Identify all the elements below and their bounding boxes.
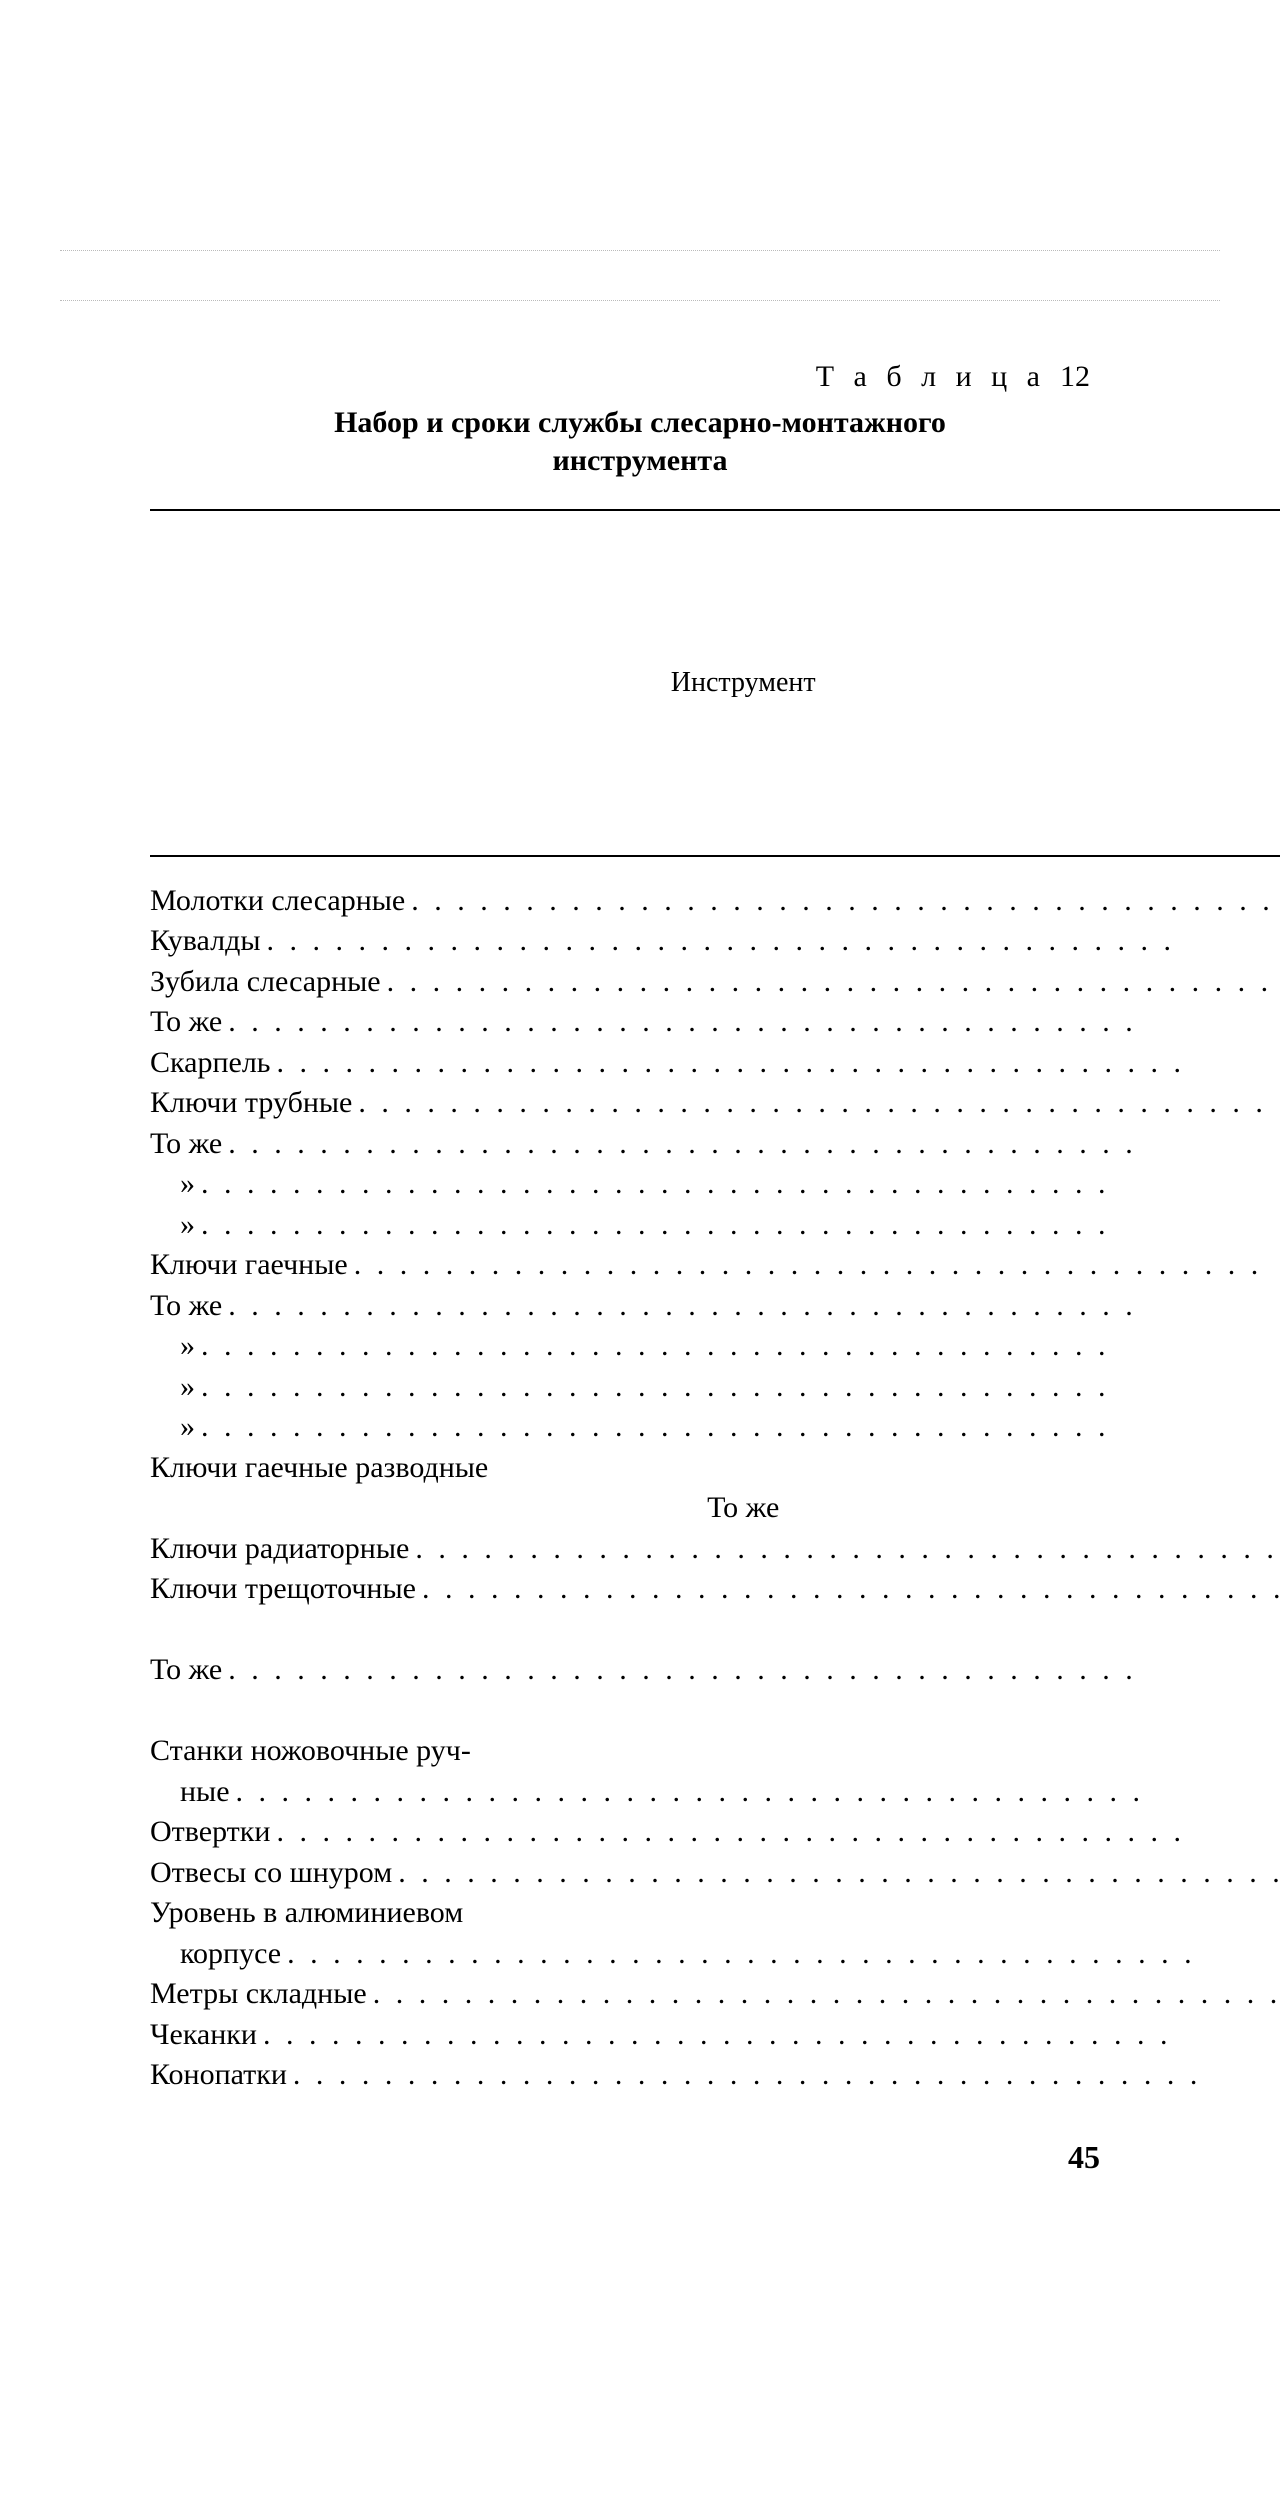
cell-name: Ключи гаечные . . . . . . . . . . . . . … bbox=[150, 1245, 1280, 1286]
table-row: Ключи радиаторные . . . . . . . . . . . … bbox=[150, 1529, 1280, 1570]
table-row: » . . . . . . . . . . . . . . . . . . . … bbox=[150, 1164, 1280, 1205]
table-row: Конопатки . . . . . . . . . . . . . . . … bbox=[150, 2055, 1280, 2096]
table-row: » . . . . . . . . . . . . . . . . . . . … bbox=[150, 1407, 1280, 1448]
table-row: Зубила слесарные . . . . . . . . . . . .… bbox=[150, 962, 1280, 1003]
table-row: ные . . . . . . . . . . . . . . . . . . … bbox=[150, 1772, 1280, 1813]
cell-name: То же . . . . . . . . . . . . . . . . . … bbox=[150, 1124, 1280, 1165]
table-row: Ключи трубные . . . . . . . . . . . . . … bbox=[150, 1083, 1280, 1124]
cell-name: » . . . . . . . . . . . . . . . . . . . … bbox=[150, 1164, 1280, 1205]
cell-name: Чеканки . . . . . . . . . . . . . . . . … bbox=[150, 2015, 1280, 2056]
table-title: Набор и сроки службы слесарно-монтажного… bbox=[150, 404, 1130, 479]
content: Т а б л и ц а 12 Набор и сроки службы сле… bbox=[150, 360, 1130, 2096]
table-row: ×24 мм bbox=[150, 1691, 1280, 1732]
title-line-2: инструмента bbox=[552, 444, 727, 477]
tools-table: Инструмент Техниче- ская ха- рактери- ст… bbox=[150, 509, 1280, 2096]
table-head: Инструмент Техниче- ская ха- рактери- ст… bbox=[150, 510, 1280, 856]
table-body: Молотки слесарные . . . . . . . . . . . … bbox=[150, 856, 1280, 2096]
cell-name: » . . . . . . . . . . . . . . . . . . . … bbox=[150, 1326, 1280, 1367]
table-row: Станки ножовочные руч- bbox=[150, 1731, 1280, 1772]
cell-name: Метры складные . . . . . . . . . . . . .… bbox=[150, 1974, 1280, 2015]
cell-name bbox=[150, 1691, 1280, 1732]
page-number: 45 bbox=[1068, 2139, 1100, 2176]
cell-name: » . . . . . . . . . . . . . . . . . . . … bbox=[150, 1407, 1280, 1448]
table-row: То же . . . . . . . . . . . . . . . . . … bbox=[150, 1124, 1280, 1165]
title-line-1: Набор и сроки службы слесарно-монтажного bbox=[334, 406, 946, 439]
cell-name: Зубила слесарные . . . . . . . . . . . .… bbox=[150, 962, 1280, 1003]
table-row: То же№ 211 bbox=[150, 1488, 1280, 1529]
page: Т а б л и ц а 12 Набор и сроки службы сле… bbox=[0, 0, 1280, 2496]
col-instrument: Инструмент bbox=[150, 510, 1280, 856]
cell-name: корпусе . . . . . . . . . . . . . . . . … bbox=[150, 1934, 1280, 1975]
cell-name: Скарпель . . . . . . . . . . . . . . . .… bbox=[150, 1043, 1280, 1084]
table-row: То же . . . . . . . . . . . . . . . . . … bbox=[150, 1650, 1280, 1691]
cell-name: То же . . . . . . . . . . . . . . . . . … bbox=[150, 1002, 1280, 1043]
cell-name: Молотки слесарные . . . . . . . . . . . … bbox=[150, 881, 1280, 922]
table-row: Ключи гаечные . . . . . . . . . . . . . … bbox=[150, 1245, 1280, 1286]
cell-name: Конопатки . . . . . . . . . . . . . . . … bbox=[150, 2055, 1280, 2096]
table-row: » . . . . . . . . . . . . . . . . . . . … bbox=[150, 1205, 1280, 1246]
table-row: ×18 мм bbox=[150, 1610, 1280, 1651]
table-row: Скарпель . . . . . . . . . . . . . . . .… bbox=[150, 1043, 1280, 1084]
cell-name: Кувалды . . . . . . . . . . . . . . . . … bbox=[150, 921, 1280, 962]
cell-name: Отвертки . . . . . . . . . . . . . . . .… bbox=[150, 1812, 1280, 1853]
table-label: Т а б л и ц а bbox=[816, 360, 1046, 393]
cell-name: Станки ножовочные руч- bbox=[150, 1731, 1280, 1772]
table-row: » . . . . . . . . . . . . . . . . . . . … bbox=[150, 1367, 1280, 1408]
table-row: Ключи гаечные разводные№ 1111 bbox=[150, 1448, 1280, 1489]
spacer-row bbox=[150, 856, 1280, 881]
table-row: » . . . . . . . . . . . . . . . . . . . … bbox=[150, 1326, 1280, 1367]
col-instrument-label: Инструмент bbox=[671, 667, 816, 698]
table-row: корпусе . . . . . . . . . . . . . . . . … bbox=[150, 1934, 1280, 1975]
table-number: 12 bbox=[1060, 360, 1090, 393]
cell-name bbox=[150, 1610, 1280, 1651]
table-row: Метры складные . . . . . . . . . . . . .… bbox=[150, 1974, 1280, 2015]
cell-name: То же . . . . . . . . . . . . . . . . . … bbox=[150, 1650, 1280, 1691]
table-row: Отвертки . . . . . . . . . . . . . . . .… bbox=[150, 1812, 1280, 1853]
table-row: Чеканки . . . . . . . . . . . . . . . . … bbox=[150, 2015, 1280, 2056]
cell-name: » . . . . . . . . . . . . . . . . . . . … bbox=[150, 1367, 1280, 1408]
cell-name: Ключи радиаторные . . . . . . . . . . . … bbox=[150, 1529, 1280, 1570]
table-row: То же . . . . . . . . . . . . . . . . . … bbox=[150, 1286, 1280, 1327]
table-row: Уровень в алюминиевом bbox=[150, 1893, 1280, 1934]
table-row: Кувалды . . . . . . . . . . . . . . . . … bbox=[150, 921, 1280, 962]
cell-name: Уровень в алюминиевом bbox=[150, 1893, 1280, 1934]
table-row: То же . . . . . . . . . . . . . . . . . … bbox=[150, 1002, 1280, 1043]
cell-name: Ключи трубные . . . . . . . . . . . . . … bbox=[150, 1083, 1280, 1124]
cell-name: Ключи гаечные разводные bbox=[150, 1448, 1280, 1489]
table-row: Отвесы со шнуром . . . . . . . . . . . .… bbox=[150, 1853, 1280, 1894]
cell-name: То же . . . . . . . . . . . . . . . . . … bbox=[150, 1286, 1280, 1327]
cell-name: » . . . . . . . . . . . . . . . . . . . … bbox=[150, 1205, 1280, 1246]
cell-name: Ключи трещоточные . . . . . . . . . . . … bbox=[150, 1569, 1280, 1610]
cell-name: ные . . . . . . . . . . . . . . . . . . … bbox=[150, 1772, 1280, 1813]
cell-name: Отвесы со шнуром . . . . . . . . . . . .… bbox=[150, 1853, 1280, 1894]
table-row: Молотки слесарные . . . . . . . . . . . … bbox=[150, 881, 1280, 922]
scan-artifact bbox=[60, 300, 1220, 301]
cell-name: То же bbox=[150, 1488, 1280, 1529]
table-row: Ключи трещоточные . . . . . . . . . . . … bbox=[150, 1569, 1280, 1610]
scan-artifact bbox=[60, 250, 1220, 251]
table-number-line: Т а б л и ц а 12 bbox=[150, 360, 1130, 394]
